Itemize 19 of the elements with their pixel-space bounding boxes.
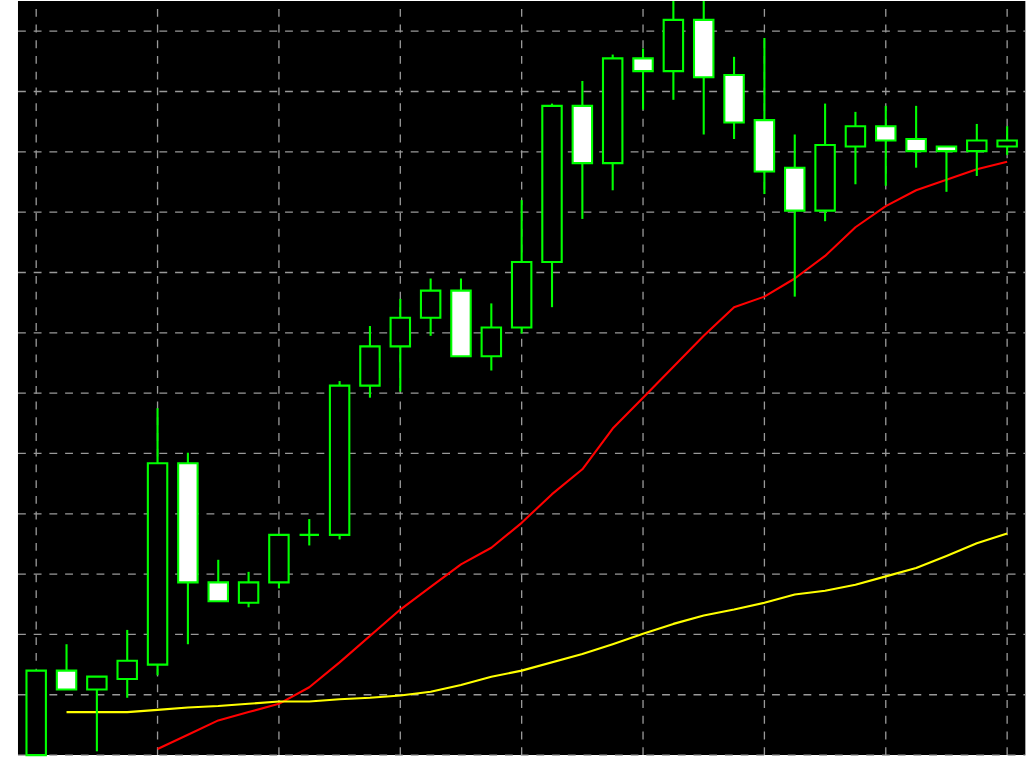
- candlestick: [966, 123, 988, 178]
- candlestick: [55, 643, 78, 691]
- candlestick: [389, 298, 412, 394]
- candlestick: [875, 105, 897, 188]
- candlestick: [783, 133, 806, 299]
- candlestick: [935, 145, 958, 194]
- candlestick: [905, 105, 927, 170]
- candlestick: [298, 518, 321, 547]
- candlestick: [237, 571, 260, 609]
- candlestick: [268, 534, 290, 590]
- candlestick: [480, 302, 503, 373]
- candlestick: [844, 111, 867, 186]
- candlestick: [996, 125, 1018, 157]
- candlestick: [207, 559, 230, 603]
- candlestick: [419, 277, 442, 338]
- candlestick: [359, 325, 381, 400]
- candlestick: [632, 47, 654, 112]
- candlestick: [723, 56, 745, 141]
- candlestick: [116, 629, 138, 700]
